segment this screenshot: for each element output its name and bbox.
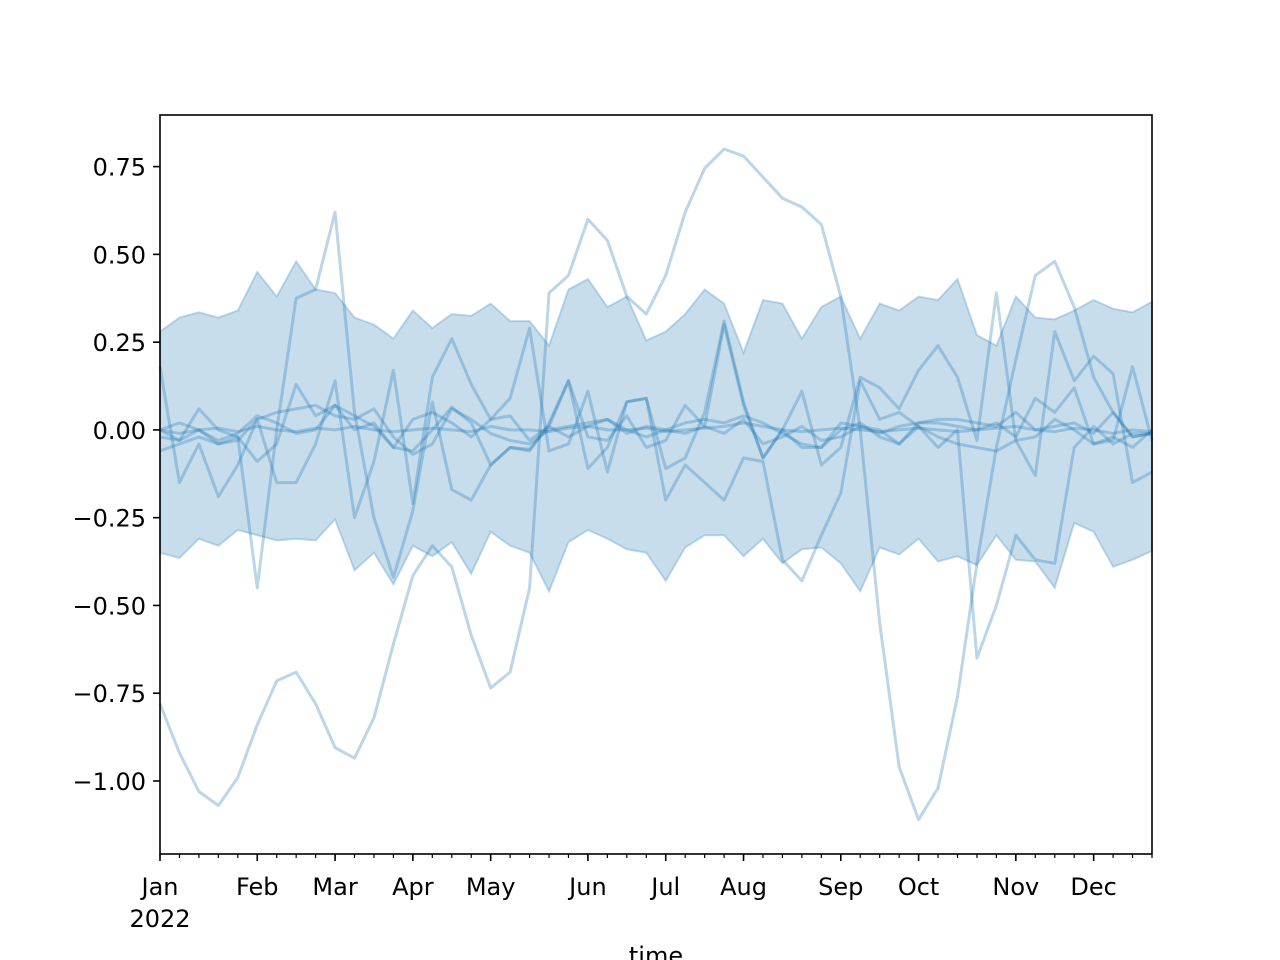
x-tick-label: Jan xyxy=(140,873,179,901)
y-tick-label: −1.00 xyxy=(72,768,146,796)
y-tick-label: −0.25 xyxy=(72,505,146,533)
y-tick-label: 0.50 xyxy=(93,241,146,269)
x-tick-label: Jun xyxy=(567,873,607,901)
y-tick-label: 0.00 xyxy=(93,417,146,445)
y-tick-label: 0.75 xyxy=(93,154,146,182)
series-line-6 xyxy=(159,323,1154,467)
series-line-2 xyxy=(159,210,1152,660)
plot-area xyxy=(158,147,1154,822)
y-tick-label: −0.75 xyxy=(72,680,146,708)
series-line-3 xyxy=(159,403,1153,456)
series-line-5 xyxy=(159,421,1153,435)
x-tick-label: Dec xyxy=(1070,873,1116,901)
axes-frame xyxy=(159,114,1153,855)
y-tick-label: −0.50 xyxy=(72,592,146,620)
series-line-4 xyxy=(159,403,1154,453)
x-tick-label: Oct xyxy=(898,873,940,901)
x-tick-label: Nov xyxy=(992,873,1039,901)
x-tick-label: Sep xyxy=(818,873,863,901)
x-tick-year-label: 2022 xyxy=(129,905,190,933)
series-line-0 xyxy=(158,147,1153,822)
y-axis: 0.75 0.50 0.25 0.00 −0.25 −0.50 −0.75 −1.00 xyxy=(72,154,160,796)
x-tick-label: Jul xyxy=(649,873,680,901)
series-line-1 xyxy=(158,291,1153,520)
x-tick-label: Aug xyxy=(720,873,767,901)
x-tick-label: Feb xyxy=(236,873,279,901)
x-tick-label: May xyxy=(466,873,516,901)
y-tick-label: 0.25 xyxy=(93,329,146,357)
x-tick-label: Apr xyxy=(392,873,434,901)
x-axis-label: time xyxy=(629,942,683,960)
x-axis: Jan 2022 Feb Mar Apr May Jun Jul Aug Sep Oct Nov Dec xyxy=(129,854,1153,933)
x-tick-label: Mar xyxy=(312,873,357,901)
